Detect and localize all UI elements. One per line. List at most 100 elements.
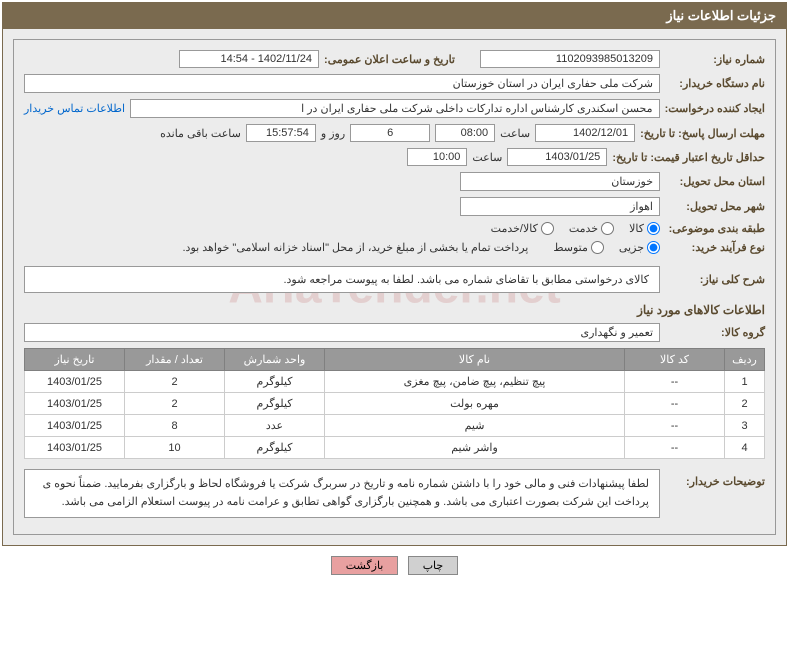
radio-both-input[interactable] <box>541 222 554 235</box>
table-cell: 1 <box>725 371 765 393</box>
days-field: 6 <box>350 124 430 142</box>
main-panel: جزئیات اطلاعات نیاز AriaTender.net شماره… <box>2 2 787 546</box>
contact-link[interactable]: اطلاعات تماس خریدار <box>24 102 125 115</box>
process-note: پرداخت تمام یا بخشی از مبلغ خرید، از محل… <box>183 241 529 254</box>
radio-medium[interactable]: متوسط <box>553 241 604 254</box>
panel-body: AriaTender.net شماره نیاز: 1102093985013… <box>3 29 786 545</box>
table-cell: 2 <box>125 371 225 393</box>
table-cell: 3 <box>725 415 765 437</box>
table-cell: پیچ تنظیم، پیچ ضامن، پیچ مغزی <box>325 371 625 393</box>
table-cell: واشر شیم <box>325 437 625 459</box>
table-cell: مهره بولت <box>325 393 625 415</box>
table-cell: شیم <box>325 415 625 437</box>
process-radios: جزیی متوسط <box>553 241 660 254</box>
table-row: 3--شیمعدد81403/01/25 <box>25 415 765 437</box>
form-container: AriaTender.net شماره نیاز: 1102093985013… <box>13 39 776 535</box>
group-label: گروه کالا: <box>665 326 765 339</box>
table-cell: کیلوگرم <box>225 371 325 393</box>
radio-minor[interactable]: جزیی <box>619 241 660 254</box>
remaining-label: ساعت باقی مانده <box>160 127 241 140</box>
validity-label: حداقل تاریخ اعتبار قیمت: تا تاریخ: <box>612 151 765 164</box>
table-cell: 1403/01/25 <box>25 371 125 393</box>
row-buyer-note: توضیحات خریدار: لطفا پیشنهادات فنی و مال… <box>24 469 765 518</box>
radio-goods[interactable]: کالا <box>629 222 660 235</box>
th-0: ردیف <box>725 349 765 371</box>
table-header-row: ردیف کد کالا نام کالا واحد شمارش تعداد /… <box>25 349 765 371</box>
province-label: استان محل تحویل: <box>665 175 765 188</box>
radio-medium-input[interactable] <box>591 241 604 254</box>
table-cell: 1403/01/25 <box>25 415 125 437</box>
table-cell: -- <box>625 393 725 415</box>
deadline-date: 1402/12/01 <box>535 124 635 142</box>
deadline-label: مهلت ارسال پاسخ: تا تاریخ: <box>640 127 765 140</box>
category-radios: کالا خدمت کالا/خدمت <box>491 222 660 235</box>
row-validity: حداقل تاریخ اعتبار قیمت: تا تاریخ: 1403/… <box>24 148 765 166</box>
row-buyer: نام دستگاه خریدار: شرکت ملی حفاری ایران … <box>24 74 765 93</box>
radio-service-input[interactable] <box>601 222 614 235</box>
table-cell: 1403/01/25 <box>25 393 125 415</box>
table-cell: کیلوگرم <box>225 393 325 415</box>
group-field: تعمیر و نگهداری <box>24 323 660 342</box>
table-cell: 1403/01/25 <box>25 437 125 459</box>
row-req-no: شماره نیاز: 1102093985013209 تاریخ و ساع… <box>24 50 765 68</box>
back-button[interactable]: بازگشت <box>331 556 399 575</box>
row-requester: ایجاد کننده درخواست: محسن اسکندری کارشنا… <box>24 99 765 118</box>
buyer-note-box: لطفا پیشنهادات فنی و مالی خود را با داشت… <box>24 469 660 518</box>
table-cell: 2 <box>725 393 765 415</box>
deadline-time: 08:00 <box>435 124 495 142</box>
panel-title: جزئیات اطلاعات نیاز <box>3 3 786 29</box>
radio-both[interactable]: کالا/خدمت <box>491 222 554 235</box>
th-4: تعداد / مقدار <box>125 349 225 371</box>
time-label-1: ساعت <box>500 127 530 140</box>
process-label: نوع فرآیند خرید: <box>665 241 765 254</box>
table-cell: کیلوگرم <box>225 437 325 459</box>
days-label: روز و <box>321 127 345 140</box>
row-city: شهر محل تحویل: اهواز <box>24 197 765 216</box>
th-2: نام کالا <box>325 349 625 371</box>
table-cell: -- <box>625 415 725 437</box>
table-cell: عدد <box>225 415 325 437</box>
row-deadline: مهلت ارسال پاسخ: تا تاریخ: 1402/12/01 سا… <box>24 124 765 142</box>
req-no-label: شماره نیاز: <box>665 53 765 66</box>
row-general-desc: شرح کلی نیاز: کالای درخواستی مطابق با تق… <box>24 266 765 293</box>
table-row: 4--واشر شیمکیلوگرم101403/01/25 <box>25 437 765 459</box>
radio-minor-input[interactable] <box>647 241 660 254</box>
items-section-title: اطلاعات کالاهای مورد نیاز <box>24 303 765 317</box>
table-cell: -- <box>625 371 725 393</box>
validity-time: 10:00 <box>407 148 467 166</box>
req-no-field: 1102093985013209 <box>480 50 660 68</box>
row-group: گروه کالا: تعمیر و نگهداری <box>24 323 765 342</box>
general-desc-label: شرح کلی نیاز: <box>665 273 765 286</box>
items-table: ردیف کد کالا نام کالا واحد شمارش تعداد /… <box>24 348 765 459</box>
th-3: واحد شمارش <box>225 349 325 371</box>
province-field: خوزستان <box>460 172 660 191</box>
table-cell: -- <box>625 437 725 459</box>
validity-date: 1403/01/25 <box>507 148 607 166</box>
print-button[interactable]: چاپ <box>408 556 459 575</box>
th-1: کد کالا <box>625 349 725 371</box>
time-label-2: ساعت <box>472 151 502 164</box>
table-row: 1--پیچ تنظیم، پیچ ضامن، پیچ مغزیکیلوگرم2… <box>25 371 765 393</box>
row-province: استان محل تحویل: خوزستان <box>24 172 765 191</box>
table-cell: 2 <box>125 393 225 415</box>
table-cell: 8 <box>125 415 225 437</box>
buyer-note-label: توضیحات خریدار: <box>665 469 765 488</box>
requester-field: محسن اسکندری کارشناس اداره تدارکات داخلی… <box>130 99 660 118</box>
announce-field: 1402/11/24 - 14:54 <box>179 50 319 68</box>
table-cell: 4 <box>725 437 765 459</box>
table-row: 2--مهره بولتکیلوگرم21403/01/25 <box>25 393 765 415</box>
category-label: طبقه بندی موضوعی: <box>665 222 765 235</box>
radio-service[interactable]: خدمت <box>569 222 614 235</box>
buyer-field: شرکت ملی حفاری ایران در استان خوزستان <box>24 74 660 93</box>
general-desc-box: کالای درخواستی مطابق با تقاضای شماره می … <box>24 266 660 293</box>
announce-label: تاریخ و ساعت اعلان عمومی: <box>324 53 455 66</box>
buyer-label: نام دستگاه خریدار: <box>665 77 765 90</box>
row-category: طبقه بندی موضوعی: کالا خدمت کالا/خدمت <box>24 222 765 235</box>
requester-label: ایجاد کننده درخواست: <box>665 102 765 115</box>
countdown-field: 15:57:54 <box>246 124 316 142</box>
city-label: شهر محل تحویل: <box>665 200 765 213</box>
row-process: نوع فرآیند خرید: جزیی متوسط پرداخت تمام … <box>24 241 765 254</box>
footer-buttons: چاپ بازگشت <box>0 548 789 583</box>
radio-goods-input[interactable] <box>647 222 660 235</box>
table-cell: 10 <box>125 437 225 459</box>
